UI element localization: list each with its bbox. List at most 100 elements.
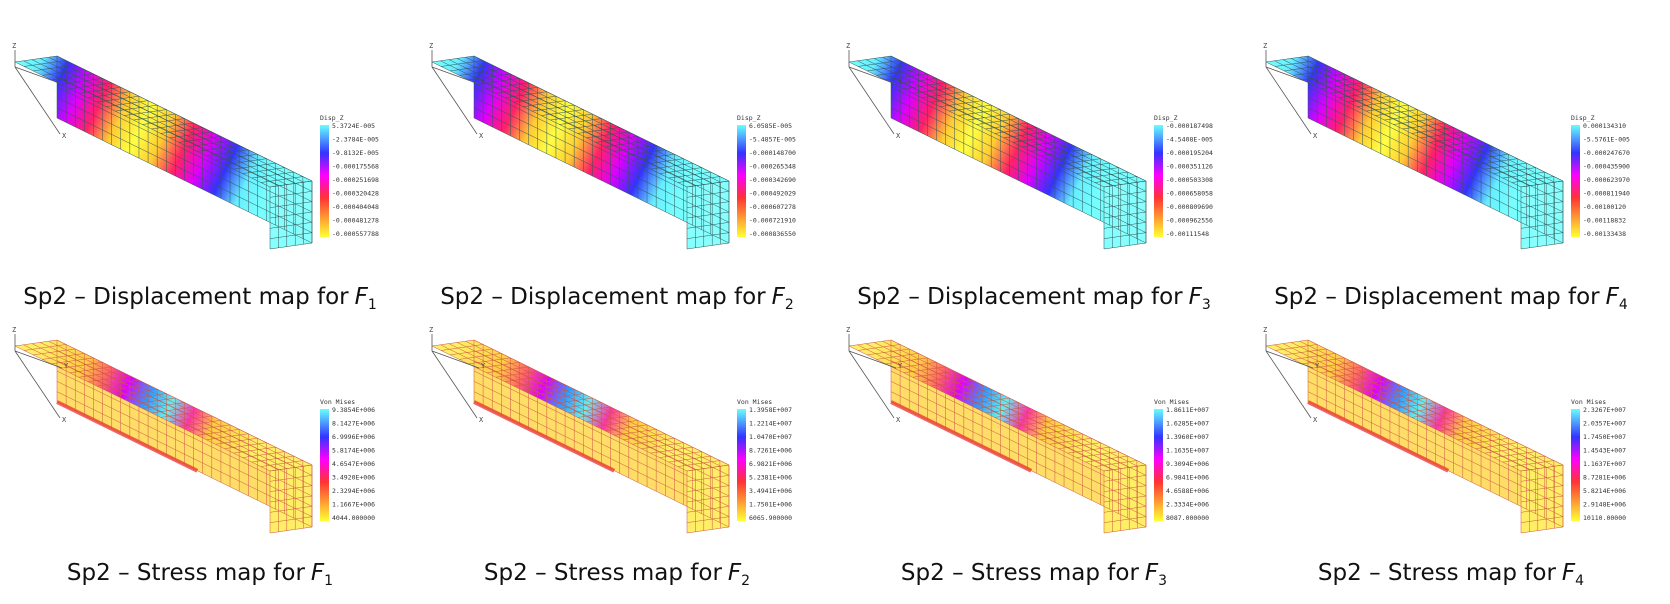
mesh-line [269, 201, 313, 208]
mesh-line [56, 381, 313, 507]
legend-label: 1.6285E+007 [1166, 420, 1209, 428]
legend-label: 1.7501E+006 [749, 501, 792, 509]
mesh-line [269, 211, 313, 219]
axis-label: Y [898, 78, 903, 86]
mesh-line [260, 176, 303, 183]
legend-label: -5.5761E-005 [1583, 136, 1630, 144]
mesh-line [641, 158, 684, 165]
mesh-line [473, 55, 730, 182]
mesh-line [890, 55, 1147, 182]
colorbar [1571, 409, 1580, 521]
mesh-line [1357, 100, 1400, 107]
mesh-line [96, 95, 139, 103]
caption: Sp2 – Displacement map for F3 [857, 284, 1211, 313]
axis-label: Y [64, 78, 69, 86]
legend-label: 3.4920E+006 [332, 474, 375, 482]
mesh-line [473, 381, 730, 507]
mesh-line [1284, 64, 1327, 72]
mesh-line [1520, 464, 1564, 472]
legend-label: 0.000134310 [1583, 122, 1626, 130]
mesh-line [473, 360, 730, 486]
mesh-line [1085, 455, 1128, 463]
mesh-line [69, 82, 112, 90]
mesh-line [1103, 475, 1147, 482]
legend-label: -0.000342690 [749, 176, 796, 184]
mesh-line [473, 401, 730, 528]
legend-label: -0.000148700 [749, 149, 796, 157]
mesh-line [890, 370, 1147, 497]
colorbar [320, 125, 329, 237]
legend-label: 5.8214E+006 [1583, 487, 1626, 495]
mesh-line [686, 242, 730, 250]
mesh-line [477, 362, 520, 369]
legend-label: -0.000809690 [1166, 203, 1213, 211]
mesh-line [1520, 506, 1564, 513]
mesh-line [251, 171, 294, 179]
axis-label: X [1313, 132, 1318, 140]
mesh-line [465, 56, 721, 183]
legend-label: 1.1667E+006 [332, 501, 375, 509]
mesh-line [457, 342, 713, 468]
mesh-line [623, 433, 666, 440]
caption-text: Sp2 – Displacement map for [440, 284, 766, 310]
legend-label: -0.000721910 [749, 217, 796, 225]
legend-label: -0.000195204 [1166, 149, 1213, 157]
mesh-line [124, 109, 167, 116]
legend-label: -0.000836550 [749, 230, 796, 238]
mesh-line [890, 339, 1147, 466]
mesh-line [197, 145, 240, 152]
caption-text: Sp2 – Stress map for [901, 560, 1140, 586]
legend-label: 2.3267E+007 [1583, 406, 1626, 414]
axis-label: Z [846, 326, 850, 334]
mesh-line [940, 384, 983, 391]
legend-label: -0.000811940 [1583, 190, 1630, 198]
mesh-line [921, 91, 964, 98]
mesh-line [51, 357, 94, 365]
mesh-line [495, 87, 538, 94]
legend-label: 8087.000000 [1166, 514, 1209, 522]
mesh-line [857, 344, 1113, 471]
caption-text: Sp2 – Stress map for [67, 560, 306, 586]
mesh-line [1265, 55, 1309, 63]
mesh-line [431, 339, 475, 347]
mesh-line [958, 109, 1001, 116]
mesh-line [650, 446, 693, 454]
mesh-line [650, 162, 693, 170]
mesh-line [1448, 429, 1491, 436]
mesh-line [1520, 475, 1564, 482]
mesh-line [882, 340, 1138, 467]
mesh-line [1520, 222, 1564, 229]
mesh-line [169, 131, 212, 139]
legend-label: 8.7281E+006 [1583, 474, 1626, 482]
legend-label: -5.4857E-005 [749, 136, 796, 144]
axis-y [848, 66, 897, 85]
mesh-line [269, 495, 313, 503]
mesh-line [848, 55, 892, 63]
mesh-line [1022, 424, 1065, 432]
mesh-line [1466, 437, 1509, 445]
caption-text: Sp2 – Stress map for [1318, 560, 1557, 586]
mesh-line [867, 348, 910, 356]
mesh-line [56, 401, 313, 528]
mesh-line [31, 59, 287, 185]
legend-title: Disp_Z [320, 114, 344, 122]
mesh-line [1103, 495, 1147, 503]
mesh-line [473, 86, 730, 213]
mesh-line [178, 136, 221, 143]
mesh-line [477, 78, 520, 85]
mesh-line [912, 87, 955, 94]
legend-label: 6065.900000 [749, 514, 792, 522]
mesh-line [967, 397, 1010, 405]
mesh-line [1293, 69, 1336, 76]
mesh-line [1375, 393, 1418, 400]
mesh-line [465, 340, 721, 467]
mesh-line [42, 69, 85, 76]
mesh-line [33, 348, 76, 356]
mesh-line [473, 117, 730, 244]
axis-label: X [62, 416, 67, 424]
mesh-line [1357, 384, 1400, 391]
legend-label: 1.3958E+007 [749, 406, 792, 414]
mesh-line [14, 345, 271, 472]
mesh-line [1338, 375, 1381, 382]
mesh-line [858, 344, 901, 351]
